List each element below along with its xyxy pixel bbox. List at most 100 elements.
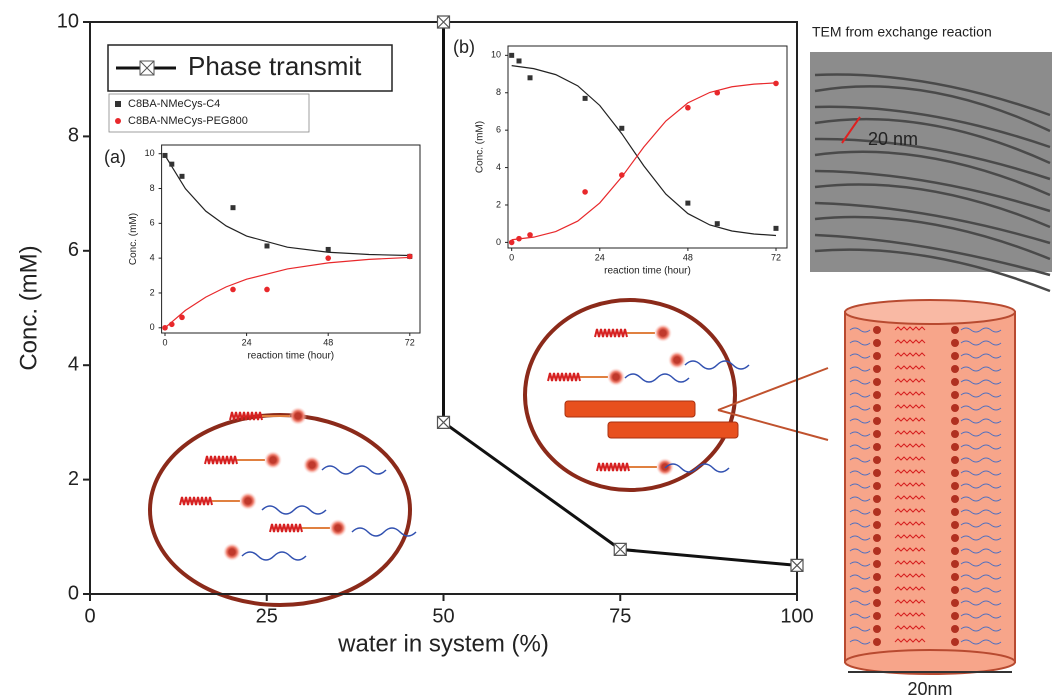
x-axis-label: reaction time (hour) [604, 265, 691, 276]
head-group [951, 456, 959, 464]
y-axis-label: Conc. (mM) [475, 121, 486, 173]
head-group [873, 612, 881, 620]
head-group [873, 404, 881, 412]
head-group [951, 417, 959, 425]
peg-chain [849, 340, 871, 346]
alkyl-chain [894, 326, 926, 331]
head-group [951, 612, 959, 620]
head-group [873, 339, 881, 347]
peg-chain [849, 535, 871, 541]
alkyl-chain [894, 417, 926, 422]
alkyl-chain [894, 339, 926, 344]
marker [169, 321, 175, 328]
peg-chain [960, 522, 1002, 528]
marker [790, 558, 804, 572]
tem-stripe [814, 117, 1051, 165]
head-group [873, 443, 881, 451]
y-axis-label: Conc. (mM) [15, 245, 42, 370]
head-group [951, 599, 959, 607]
head-group [951, 482, 959, 490]
legend-marker [115, 101, 121, 107]
peg-chain [960, 626, 1002, 632]
marker [264, 286, 270, 293]
x-tick-label: 0 [162, 338, 167, 348]
head-group [951, 638, 959, 646]
marker [508, 239, 515, 246]
peg-chain [849, 470, 871, 476]
marker [516, 58, 522, 64]
marker [230, 286, 236, 293]
marker [179, 314, 185, 321]
head-group [668, 351, 686, 369]
y-tick-label: 10 [145, 148, 155, 158]
alkyl-chain [894, 638, 926, 643]
micelle-ellipse [148, 413, 412, 607]
head-group [951, 495, 959, 503]
head-group [264, 451, 282, 469]
line [164, 155, 410, 257]
peg-chain [351, 527, 417, 537]
peg-chain [664, 463, 730, 473]
line [442, 22, 798, 567]
alkyl-chain [894, 378, 926, 383]
head-group [873, 638, 881, 646]
head-group [873, 365, 881, 373]
tem-stripe [814, 150, 1051, 197]
cylinder-top [844, 299, 1016, 325]
head-group [951, 404, 959, 412]
peg-chain [960, 340, 1002, 346]
alkyl-chain [894, 365, 926, 370]
alkyl-chain [894, 547, 926, 552]
head-group [951, 469, 959, 477]
peg-chain [849, 587, 871, 593]
peg-chain [960, 509, 1002, 515]
head-group [951, 625, 959, 633]
peg-chain [849, 509, 871, 515]
y-tick-label: 2 [68, 468, 79, 490]
head-group [873, 326, 881, 334]
width-label: 20nm [907, 679, 952, 697]
peg-chain [849, 405, 871, 411]
peg-chain [684, 360, 750, 370]
head-group [951, 586, 959, 594]
marker [325, 255, 332, 261]
x-tick-label: 100 [780, 605, 813, 627]
marker [264, 243, 270, 249]
head-group [607, 368, 625, 386]
marker [527, 232, 533, 238]
peg-chain [960, 483, 1002, 489]
peg-chain [960, 561, 1002, 567]
head-group [951, 443, 959, 451]
peg-chain [960, 639, 1002, 645]
peg-chain [849, 457, 871, 463]
tem-title: TEM from exchange reaction [812, 24, 992, 40]
peg-chain [849, 418, 871, 424]
peg-chain [960, 600, 1002, 606]
alkyl-chain [204, 455, 238, 465]
peg-chain [960, 379, 1002, 385]
head-group [873, 378, 881, 386]
peg-chain [960, 392, 1002, 398]
legend-marker [139, 60, 155, 76]
peg-chain [849, 600, 871, 606]
head-group [951, 352, 959, 360]
line [511, 65, 777, 237]
tem-stripe [814, 201, 1051, 245]
legend-label: C8BA-NMeCys-C4 [128, 98, 220, 110]
head-group [951, 391, 959, 399]
alkyl-chain [894, 482, 926, 487]
marker [582, 189, 588, 195]
marker [613, 542, 627, 556]
peg-chain [960, 574, 1002, 580]
marker [619, 172, 625, 178]
tem-image [810, 52, 1052, 272]
peg-chain [849, 496, 871, 502]
head-group [873, 547, 881, 555]
head-group [951, 508, 959, 516]
y-tick-label: 4 [496, 162, 501, 172]
marker [169, 161, 175, 167]
head-group [951, 547, 959, 555]
alkyl-chain [894, 495, 926, 500]
head-group [873, 534, 881, 542]
